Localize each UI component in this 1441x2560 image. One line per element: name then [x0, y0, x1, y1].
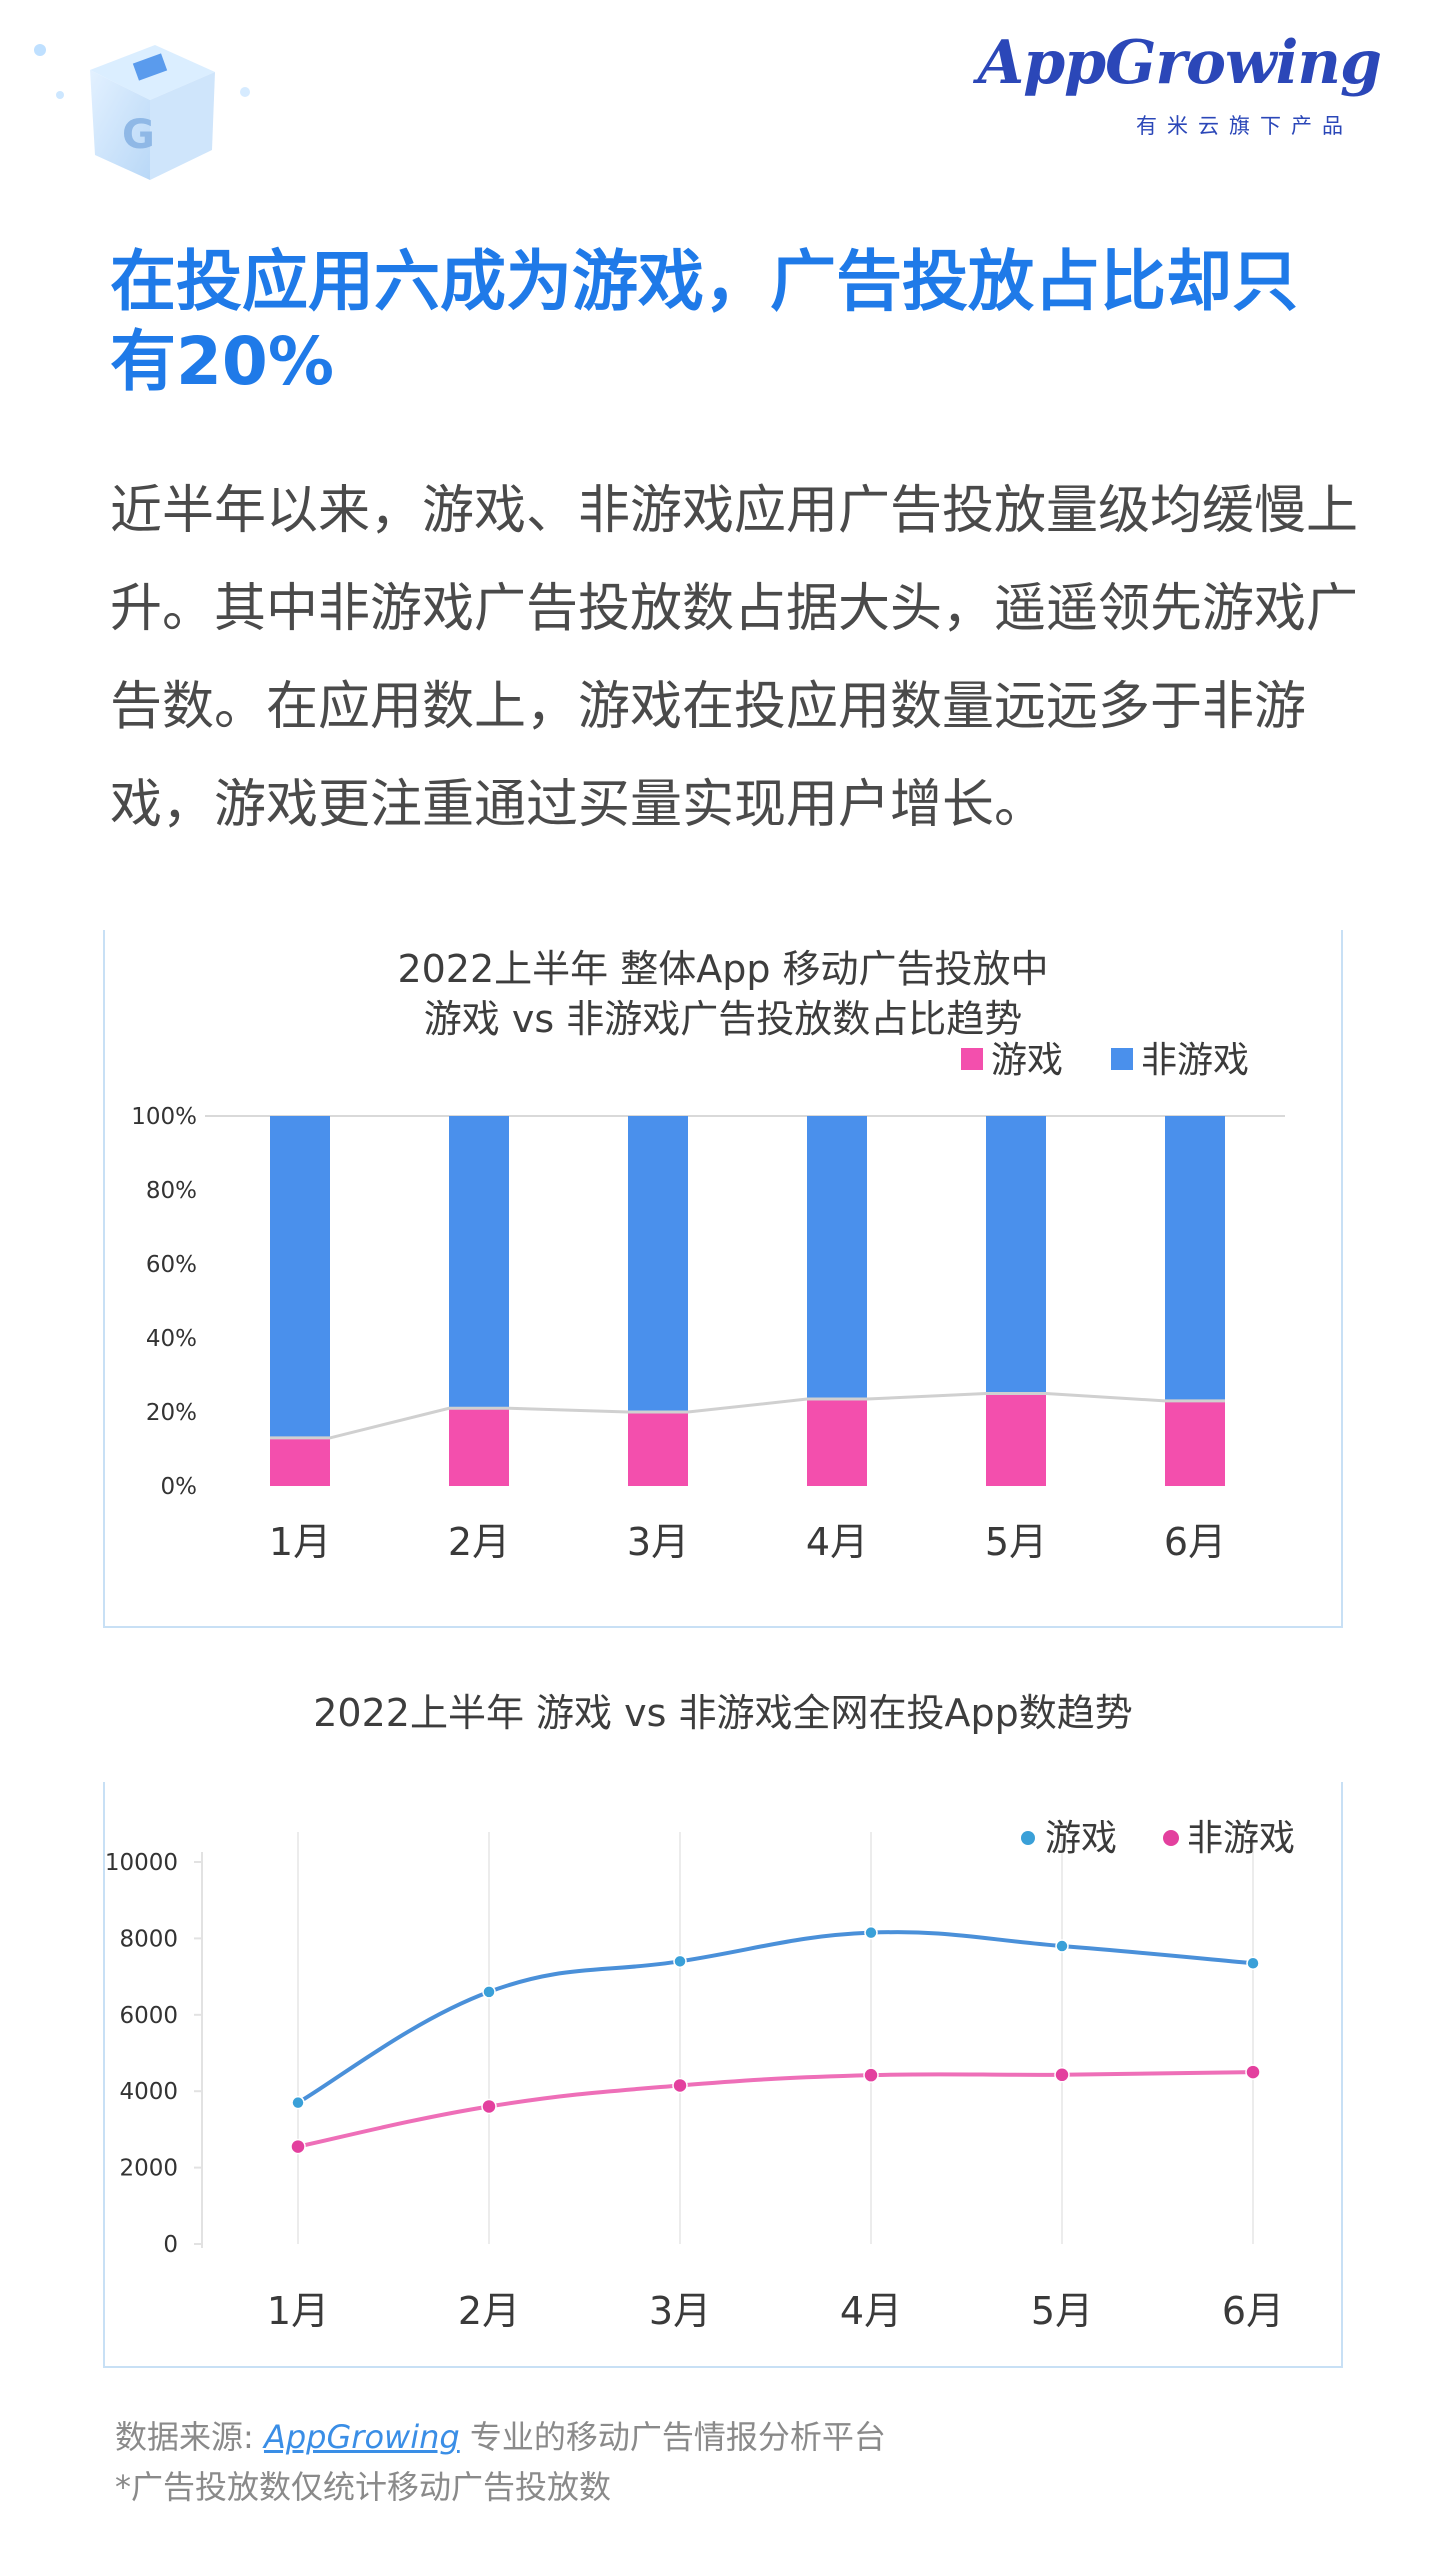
chart2-point-game — [1246, 1956, 1260, 1970]
chart1-x-tick-label: 2月 — [448, 1520, 510, 1564]
chart2-point-game — [864, 1925, 878, 1940]
chart2-y-tick-label: 2000 — [119, 2156, 178, 2182]
data-source-line: 数据来源: AppGrowing 专业的移动广告情报分析平台 — [115, 2412, 886, 2462]
source-desc: 专业的移动广告情报分析平台 — [459, 2418, 886, 2456]
chart2-x-tick-label: 6月 — [1222, 2289, 1284, 2333]
chart2-title: 2022上半年 游戏 vs 非游戏全网在投App数趋势 — [313, 1691, 1133, 1735]
logo-wordmark: AppGrowing — [977, 28, 1382, 98]
source-link[interactable]: AppGrowing — [263, 2418, 460, 2456]
chart2-point-nongame — [481, 2098, 497, 2115]
chart2-point-nongame — [1054, 2067, 1070, 2083]
chart1-trend-line — [270, 1392, 1225, 1440]
chart1-title-line2: 游戏 vs 非游戏广告投放数占比趋势 — [423, 997, 1023, 1041]
chart1-bar-game — [449, 1408, 509, 1486]
chart2-x-tick-label: 4月 — [840, 2289, 902, 2333]
page-headline: 在投应用六成为游戏，广告投放占比却只有20% — [110, 243, 1298, 400]
chart1-panel: 2022上半年 整体App 移动广告投放中 游戏 vs 非游戏广告投放数占比趋势… — [103, 930, 1343, 1628]
chart1-bar-game — [986, 1393, 1046, 1486]
chart1-y-tick-label: 40% — [146, 1326, 197, 1352]
chart1-bar-nongame — [807, 1116, 867, 1400]
footnote: *广告投放数仅统计移动广告投放数 — [115, 2468, 612, 2506]
chart2-point-nongame — [863, 2067, 879, 2083]
intro-paragraph: 近半年以来，游戏、非游戏应用广告投放量级均缓慢上升。其中非游戏广告投放数占据大头… — [110, 481, 1359, 835]
chart1-legend-label-nongame: 非游戏 — [1141, 1040, 1249, 1081]
chart2-legend-marker-game — [1021, 1831, 1035, 1845]
chart1-bar-game — [270, 1437, 330, 1486]
chart1-x-tick-label: 1月 — [269, 1520, 331, 1564]
chart2-svg: 0 2000 4000 6000 8000 10000 1月 2月 3月 4月 5月 6月 游戏 非游戏 — [105, 1818, 1295, 2333]
chart1-legend-swatch-game — [961, 1048, 983, 1070]
chart2-panel: 0 2000 4000 6000 8000 10000 1月 2月 3月 4月 5月 6月 游戏 非游戏 — [103, 1782, 1343, 2368]
chart1-y-tick-label: 100% — [131, 1104, 197, 1130]
chart2-point-nongame — [290, 2138, 306, 2155]
chart1-legend-swatch-nongame — [1111, 1048, 1133, 1070]
chart2-point-game — [673, 1954, 687, 1969]
chart1-y-tick-label: 80% — [146, 1178, 197, 1204]
chart1-y-tick-label: 20% — [146, 1400, 197, 1426]
chart2-y-tick-label: 8000 — [119, 1926, 178, 1952]
chart1-bar-nongame — [449, 1116, 509, 1409]
chart1-bar-nongame — [270, 1116, 330, 1438]
chart1-x-tick-label: 4月 — [806, 1520, 868, 1564]
decorative-cube-illustration: G — [34, 44, 250, 180]
chart2-y-tick-label: 6000 — [119, 2003, 178, 2029]
chart1-x-tick-label: 6月 — [1164, 1520, 1226, 1564]
chart2-point-nongame — [1245, 2064, 1261, 2080]
chart2-x-tick-label: 5月 — [1031, 2289, 1093, 2333]
chart1-title: 2022上半年 整体App 移动广告投放中 游戏 vs 非游戏广告投放数占比趋势 — [105, 944, 1341, 1044]
chart1-bar-nongame — [986, 1116, 1046, 1394]
chart2-point-nongame — [672, 2077, 688, 2094]
chart1-y-tick-label: 0% — [161, 1474, 198, 1500]
chart2-x-tick-label: 3月 — [649, 2289, 711, 2333]
chart1-legend-label-game: 游戏 — [991, 1040, 1063, 1081]
chart2-y-tick-label: 4000 — [119, 2079, 178, 2105]
svg-text:G: G — [122, 112, 155, 158]
chart1-svg: 0% 20% 40% 60% 80% 100% 1月 2月 3月 4月 5月 6月 游戏 非游戏 — [131, 1040, 1285, 1564]
appgrowing-logo: AppGrowing 有米云旗下产品 — [978, 28, 1382, 148]
chart1-y-tick-label: 60% — [146, 1252, 197, 1278]
chart2-point-game — [291, 2095, 305, 2110]
chart2-legend-label-nongame: 非游戏 — [1187, 1818, 1295, 1859]
chart1-bar-nongame — [628, 1116, 688, 1412]
chart2-point-game — [482, 1985, 496, 1999]
chart1-x-tick-label: 5月 — [985, 1520, 1047, 1564]
chart2-line-game — [296, 1930, 1254, 2105]
logo-subtitle: 有米云旗下产品 — [1136, 114, 1353, 138]
chart2-legend-label-game: 游戏 — [1045, 1818, 1117, 1859]
chart2-x-tick-label: 1月 — [267, 2289, 329, 2333]
chart2-line-nongame — [297, 2070, 1254, 2149]
chart1-bar-game — [628, 1412, 688, 1486]
footer: 数据来源: AppGrowing 专业的移动广告情报分析平台 *广告投放数仅统计… — [115, 2412, 886, 2512]
chart2-legend-marker-nongame — [1163, 1830, 1179, 1846]
chart1-bar-nongame — [1165, 1116, 1225, 1401]
chart2-x-tick-label: 2月 — [458, 2289, 520, 2333]
chart1-bar-game — [807, 1399, 867, 1486]
chart2-y-tick-label: 0 — [163, 2232, 178, 2258]
chart1-x-tick-label: 3月 — [627, 1520, 689, 1564]
chart1-title-line1: 2022上半年 整体App 移动广告投放中 — [397, 947, 1049, 991]
source-label: 数据来源: — [115, 2418, 264, 2456]
chart2-point-game — [1055, 1939, 1069, 1953]
chart2-y-tick-label: 10000 — [105, 1850, 178, 1876]
chart1-bar-game — [1165, 1400, 1225, 1486]
